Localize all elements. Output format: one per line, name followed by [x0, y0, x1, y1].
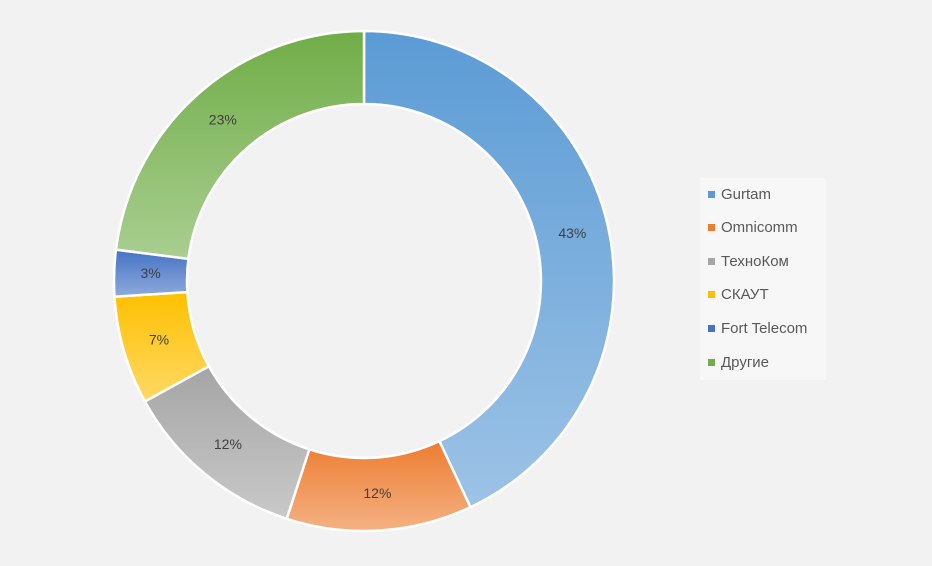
legend-label: Gurtam: [721, 185, 772, 203]
legend-label: Omnicomm: [721, 219, 798, 237]
legend-swatch: [708, 190, 715, 198]
legend-item-другие: Другие: [708, 352, 769, 372]
slice-gurtam: [362, 29, 616, 509]
legend-swatch: [708, 257, 715, 265]
legend-item-gurtam: Gurtam: [708, 184, 771, 204]
data-label-gurtam: 43%: [558, 225, 586, 241]
data-label-техноком: 12%: [214, 436, 242, 452]
legend-label: СКАУТ: [721, 286, 769, 304]
data-label-fort-telecom: 3%: [140, 265, 160, 281]
legend-item-omnicomm: Omnicomm: [708, 218, 798, 238]
legend-swatch: [708, 224, 715, 232]
slices-layer: [112, 29, 616, 533]
legend-item-fort-telecom: Fort Telecom: [708, 318, 807, 338]
legend-swatch: [708, 291, 715, 299]
legend-label: Fort Telecom: [721, 319, 808, 337]
legend-label: Другие: [721, 353, 770, 371]
data-label-omnicomm: 12%: [363, 485, 391, 501]
data-label-другие: 23%: [209, 112, 237, 128]
legend-label: ТехноКом: [721, 252, 789, 270]
legend-swatch: [708, 358, 715, 366]
data-labels-layer: 43% 12% 12% 7% 3% 23%: [140, 112, 586, 501]
slice-другие: [114, 29, 366, 261]
legend-swatch: [708, 324, 715, 332]
legend-item-техноком: ТехноКом: [708, 251, 789, 271]
legend-item-скаут: СКАУТ: [708, 285, 769, 305]
data-label-скаут: 7%: [149, 331, 169, 347]
legend: Gurtam Omnicomm ТехноКом СКАУТ Fort Telecom Д…: [700, 178, 826, 380]
